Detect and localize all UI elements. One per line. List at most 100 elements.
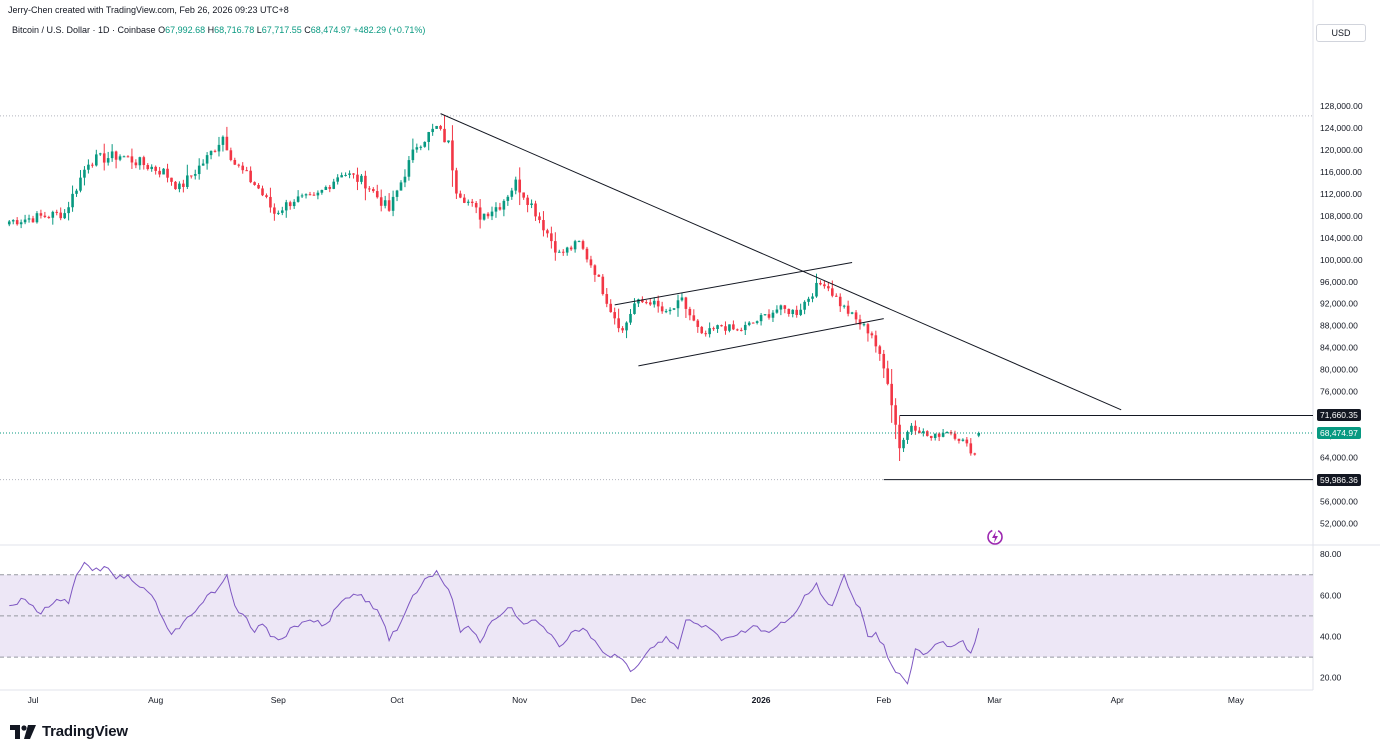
time-tick-label: Oct <box>390 695 404 705</box>
candle <box>249 166 252 184</box>
candle <box>391 190 395 217</box>
candle <box>601 274 605 296</box>
candle-body <box>546 230 549 234</box>
candle <box>648 298 652 306</box>
candle-body <box>284 202 288 211</box>
candle <box>134 159 138 169</box>
price-tick-label: 56,000.00 <box>1320 497 1358 507</box>
candle <box>174 180 177 190</box>
candle-body <box>71 193 74 208</box>
candle-body <box>779 305 783 310</box>
candles <box>7 115 981 461</box>
candle <box>300 193 304 199</box>
candle-body <box>280 210 284 213</box>
candle <box>217 136 221 157</box>
candle-body <box>803 301 806 310</box>
candle <box>292 199 296 209</box>
candle-body <box>83 169 86 178</box>
candle <box>490 206 494 221</box>
candle <box>751 322 755 324</box>
candle <box>573 239 577 253</box>
candle <box>451 125 454 187</box>
price-tick-label: 120,000.00 <box>1320 145 1363 155</box>
price-chart[interactable]: 52,000.0056,000.0060,000.0064,000.0068,0… <box>0 0 1380 715</box>
candle <box>514 176 518 195</box>
high-label: H <box>207 25 215 35</box>
candle-body <box>379 197 383 206</box>
candle-body <box>118 156 122 160</box>
candle <box>35 211 39 224</box>
candle-body <box>589 259 593 266</box>
candle-body <box>102 153 106 163</box>
candle <box>142 155 146 170</box>
candle-body <box>383 200 387 206</box>
replay-icon[interactable] <box>986 528 1004 546</box>
candle <box>870 331 874 339</box>
candle-body <box>126 156 130 158</box>
symbol-name[interactable]: Bitcoin / U.S. Dollar · 1D · Coinbase <box>12 25 156 35</box>
candle <box>43 211 47 219</box>
candle <box>645 300 648 305</box>
candle-body <box>79 177 82 191</box>
candle <box>308 191 312 196</box>
candle-body <box>110 151 114 159</box>
candle <box>866 322 870 342</box>
candle <box>542 211 545 237</box>
candle <box>332 178 336 190</box>
candle-body <box>672 308 676 310</box>
candle <box>692 309 696 322</box>
candle-body <box>186 175 189 187</box>
candle <box>474 201 478 214</box>
last_price-price-tag: 68,474.97 <box>1317 426 1361 439</box>
price-tick-label: 100,000.00 <box>1320 255 1363 265</box>
candle-body <box>98 153 102 155</box>
time-tick-label: Mar <box>987 695 1002 705</box>
candle <box>19 219 23 229</box>
candle-body <box>328 186 332 189</box>
candle-body <box>23 219 27 223</box>
candle <box>280 206 284 216</box>
candle-body <box>929 435 933 439</box>
candle-body <box>637 299 640 304</box>
time-tick-label: Aug <box>148 695 163 705</box>
time-tick-label: Nov <box>512 695 528 705</box>
price-tick-label: 84,000.00 <box>1320 343 1358 353</box>
candle-body <box>668 309 672 312</box>
candle-body <box>340 175 343 178</box>
candle <box>364 170 367 201</box>
tradingview-mark-icon <box>10 724 36 739</box>
candle-body <box>308 194 312 196</box>
candle <box>154 165 157 175</box>
time-tick-label: Apr <box>1111 695 1124 705</box>
candle-body <box>732 324 735 330</box>
price-tick-label: 96,000.00 <box>1320 277 1358 287</box>
candle-body <box>823 284 826 287</box>
candle-body <box>356 174 359 182</box>
candle-body <box>31 218 35 223</box>
candle <box>423 141 427 148</box>
candle <box>39 209 43 219</box>
candle-body <box>882 353 886 369</box>
currency-button[interactable]: USD <box>1316 24 1366 42</box>
candle <box>546 228 549 238</box>
candle-body <box>819 282 822 285</box>
candle <box>186 164 189 190</box>
candle-body <box>629 313 632 323</box>
candle <box>372 187 375 193</box>
candle-body <box>225 136 229 151</box>
candle-body <box>229 150 233 160</box>
candle <box>704 330 707 337</box>
candle-body <box>957 438 961 441</box>
candle-body <box>712 328 715 330</box>
candle <box>771 310 775 322</box>
candle <box>838 293 842 312</box>
tradingview-logo[interactable]: TradingView <box>10 723 128 740</box>
candle <box>763 314 767 316</box>
candle <box>360 173 363 185</box>
candle-body <box>241 165 245 171</box>
candle-body <box>569 247 573 250</box>
candle-body <box>245 170 248 172</box>
candle-body <box>87 164 90 170</box>
candle-body <box>621 328 624 331</box>
close-value: 68,474.97 <box>310 25 351 35</box>
